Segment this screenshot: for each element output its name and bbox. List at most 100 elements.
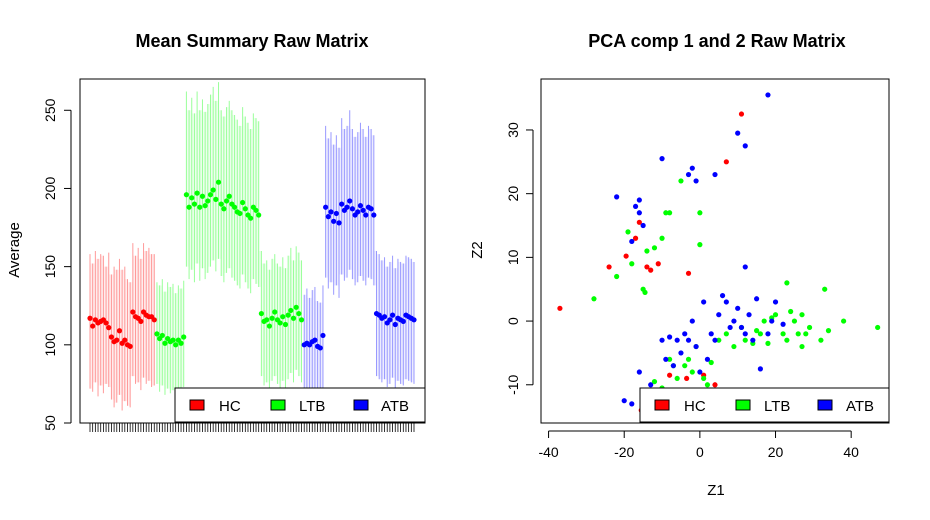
y-tick-label: 100 <box>42 333 58 357</box>
ltb-point <box>825 328 832 334</box>
hc-mean-point <box>138 318 144 324</box>
mean-summary-legend: HC LTB ATB <box>174 387 426 423</box>
ltb-mean-point <box>285 312 291 318</box>
y-tick-label: 10 <box>505 249 521 265</box>
ltb-band-fill <box>197 110 200 264</box>
x-tick-label: 0 <box>696 444 704 460</box>
atb-mean-point <box>387 317 393 323</box>
ltb-mean-point <box>178 340 184 346</box>
mean-summary-y-axis: 50 100 150 200 250 <box>42 98 72 431</box>
atb-band-fill <box>320 302 323 398</box>
ltb-mean-point <box>288 307 294 314</box>
ltb-point <box>742 337 748 343</box>
ltb-band-fill <box>210 94 214 261</box>
atb-band-fill <box>355 136 358 283</box>
atb-point <box>731 318 737 324</box>
ltb-band-fill <box>205 111 208 273</box>
atb-mean-point <box>333 210 339 217</box>
ltb-point <box>685 356 692 362</box>
hc-mean-point <box>103 320 109 326</box>
atb-point <box>742 143 748 149</box>
atb-point <box>670 363 676 369</box>
atb-point <box>667 334 673 340</box>
ltb-mean-point <box>215 179 222 185</box>
atb-point <box>754 296 760 302</box>
ltb-point <box>799 343 805 350</box>
atb-mean-point <box>317 345 323 351</box>
hc-point <box>723 159 729 165</box>
pca-y-label: Z2 <box>469 241 486 259</box>
hc-mean-point <box>87 315 93 321</box>
atb-mean-point <box>349 206 356 212</box>
y-tick-label: 50 <box>42 415 58 431</box>
hc-point <box>648 267 654 273</box>
ltb-mean-point <box>231 204 238 210</box>
ltb-point <box>803 331 809 337</box>
atb-point <box>719 292 726 299</box>
ltb-mean-point <box>280 314 286 320</box>
hc-point <box>557 305 563 311</box>
atb-band-fill <box>317 302 321 413</box>
ltb-band-fill <box>191 113 195 270</box>
ltb-point <box>791 318 798 324</box>
hc-mean-point <box>108 334 115 340</box>
atb-point <box>629 238 635 245</box>
ltb-mean-point <box>298 317 305 323</box>
ltb-band-fill <box>162 291 165 386</box>
ltb-mean-point <box>272 309 278 315</box>
hc-mean-point <box>122 337 128 343</box>
atb-point <box>648 382 654 388</box>
ltb-band-fill <box>229 110 232 269</box>
ltb-mean-point <box>186 204 192 210</box>
ltb-band-fill <box>245 122 248 283</box>
ltb-point <box>772 312 779 318</box>
hc-mean-point <box>130 309 136 315</box>
mean-summary-points <box>87 179 417 351</box>
ltb-band-fill <box>296 252 299 370</box>
atb-point <box>659 156 665 162</box>
atb-point <box>685 337 692 343</box>
ltb-band-fill <box>253 118 257 280</box>
ltb-mean-point <box>277 320 283 326</box>
legend-box <box>639 387 890 423</box>
ltb-point <box>697 210 703 216</box>
y-tick-label: -10 <box>505 374 521 394</box>
atb-mean-point <box>320 332 326 339</box>
atb-point <box>704 356 711 362</box>
legend-swatch-atb <box>353 399 369 411</box>
ltb-point <box>689 369 695 375</box>
ltb-point <box>788 308 794 315</box>
atb-point <box>708 331 714 337</box>
ltb-point <box>784 337 790 343</box>
legend-swatch-hc <box>189 399 205 411</box>
ltb-mean-point <box>191 201 198 207</box>
hc-mean-point <box>151 317 157 323</box>
legend-swatch-atb <box>817 399 833 411</box>
atb-mean-point <box>347 198 353 204</box>
x-tick-label: 40 <box>843 444 859 460</box>
atb-band-fill <box>400 263 404 384</box>
atb-mean-point <box>400 318 406 324</box>
ltb-point <box>651 245 658 251</box>
ltb-mean-point <box>173 342 179 348</box>
ltb-mean-point <box>242 206 248 212</box>
ltb-mean-point <box>205 198 211 204</box>
ltb-band-fill <box>226 107 230 269</box>
ltb-point <box>625 229 631 235</box>
ltb-band-fill <box>277 266 281 384</box>
ltb-mean-point <box>189 195 195 201</box>
atb-point <box>735 305 741 311</box>
atb-point <box>682 331 688 337</box>
atb-point <box>772 299 779 305</box>
hc-band-fill <box>106 266 109 384</box>
legend-swatch-ltb <box>270 399 286 411</box>
ltb-point <box>780 331 786 337</box>
atb-band-fill <box>309 297 313 403</box>
atb-mean-point <box>389 312 396 318</box>
atb-band-fill <box>368 129 372 278</box>
ltb-mean-point <box>296 310 302 317</box>
atb-point <box>746 312 752 318</box>
atb-point <box>769 318 775 324</box>
ltb-point <box>651 378 658 385</box>
ltb-point <box>795 331 801 337</box>
